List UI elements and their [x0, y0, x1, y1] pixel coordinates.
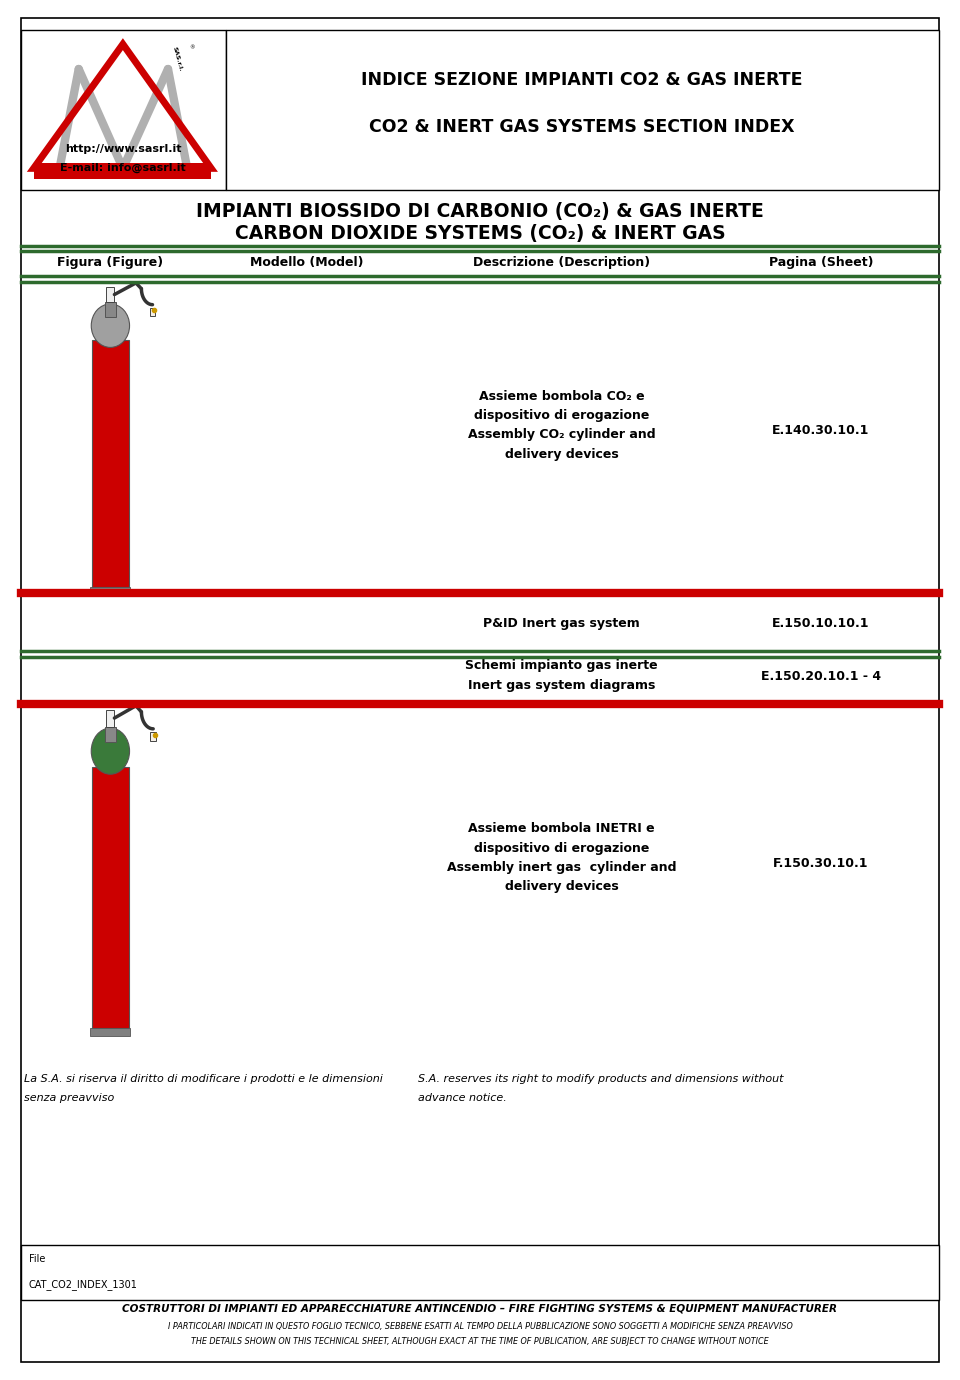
Text: Schemi impianto gas inerte: Schemi impianto gas inerte: [466, 658, 658, 672]
Text: File: File: [29, 1253, 45, 1264]
Ellipse shape: [91, 729, 130, 774]
Text: E-mail: info@sasrl.it: E-mail: info@sasrl.it: [60, 163, 185, 174]
Text: CAT_CO2_INDEX_1301: CAT_CO2_INDEX_1301: [29, 1279, 137, 1290]
Bar: [90, 586, 131, 593]
Text: Inert gas system diagrams: Inert gas system diagrams: [468, 679, 656, 693]
Text: E.150.10.10.1: E.150.10.10.1: [772, 617, 870, 631]
Text: COSTRUTTORI DI IMPIANTI ED APPARECCHIATURE ANTINCENDIO – FIRE FIGHTING SYSTEMS &: COSTRUTTORI DI IMPIANTI ED APPARECCHIATU…: [123, 1303, 837, 1314]
Text: dispositivo di erogazione: dispositivo di erogazione: [474, 842, 649, 854]
Text: senza preavviso: senza preavviso: [24, 1093, 114, 1104]
Text: CARBON DIOXIDE SYSTEMS (CO₂) & INERT GAS: CARBON DIOXIDE SYSTEMS (CO₂) & INERT GAS: [234, 224, 726, 243]
Text: SAS.r.l.: SAS.r.l.: [172, 47, 183, 72]
Text: S.A. reserves its right to modify products and dimensions without: S.A. reserves its right to modify produc…: [418, 1074, 783, 1085]
Text: Assembly CO₂ cylinder and: Assembly CO₂ cylinder and: [468, 428, 656, 442]
Bar: [105, 726, 116, 742]
Text: ®: ®: [189, 46, 195, 51]
Text: advance notice.: advance notice.: [418, 1093, 506, 1104]
Bar: [151, 731, 156, 741]
Text: THE DETAILS SHOWN ON THIS TECHNICAL SHEET, ALTHOUGH EXACT AT THE TIME OF PUBLICA: THE DETAILS SHOWN ON THIS TECHNICAL SHEE…: [191, 1337, 769, 1346]
Text: delivery devices: delivery devices: [505, 447, 618, 461]
Text: Assieme bombola INETRI e: Assieme bombola INETRI e: [468, 822, 655, 835]
Text: dispositivo di erogazione: dispositivo di erogazione: [474, 408, 649, 422]
Text: http://www.sasrl.it: http://www.sasrl.it: [64, 144, 181, 155]
Text: F.150.30.10.1: F.150.30.10.1: [773, 857, 869, 869]
Bar: [226, 30, 939, 190]
Text: Pagina (Sheet): Pagina (Sheet): [769, 255, 873, 269]
Text: Assieme bombola CO₂ e: Assieme bombola CO₂ e: [479, 389, 644, 403]
Text: Modello (Model): Modello (Model): [251, 255, 364, 269]
Bar: [92, 341, 129, 586]
Bar: [21, 30, 226, 190]
Bar: [90, 1028, 131, 1036]
Text: E.150.20.10.1 - 4: E.150.20.10.1 - 4: [760, 669, 881, 683]
Bar: [21, 1245, 939, 1300]
Bar: [92, 766, 129, 1028]
Bar: [107, 709, 114, 726]
Bar: [107, 287, 114, 302]
Text: Assembly inert gas  cylinder and: Assembly inert gas cylinder and: [446, 861, 677, 874]
Text: Descrizione (Description): Descrizione (Description): [473, 255, 650, 269]
Bar: [150, 308, 156, 316]
Text: E.140.30.10.1: E.140.30.10.1: [772, 424, 870, 437]
Text: IMPIANTI BIOSSIDO DI CARBONIO (CO₂) & GAS INERTE: IMPIANTI BIOSSIDO DI CARBONIO (CO₂) & GA…: [196, 201, 764, 221]
Text: Figura (Figure): Figura (Figure): [58, 255, 163, 269]
Text: CO2 & INERT GAS SYSTEMS SECTION INDEX: CO2 & INERT GAS SYSTEMS SECTION INDEX: [370, 117, 795, 137]
Text: INDICE SEZIONE IMPIANTI CO2 & GAS INERTE: INDICE SEZIONE IMPIANTI CO2 & GAS INERTE: [362, 70, 803, 90]
Text: delivery devices: delivery devices: [505, 880, 618, 893]
Text: La S.A. si riserva il diritto di modificare i prodotti e le dimensioni: La S.A. si riserva il diritto di modific…: [24, 1074, 383, 1085]
Text: P&ID Inert gas system: P&ID Inert gas system: [483, 617, 640, 631]
Bar: [105, 302, 116, 317]
Ellipse shape: [91, 304, 130, 348]
Bar: [34, 163, 211, 179]
Text: I PARTICOLARI INDICATI IN QUESTO FOGLIO TECNICO, SEBBENE ESATTI AL TEMPO DELLA P: I PARTICOLARI INDICATI IN QUESTO FOGLIO …: [168, 1322, 792, 1330]
